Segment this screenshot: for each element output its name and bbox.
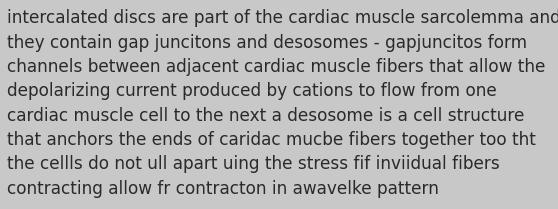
Text: intercalated discs are part of the cardiac muscle sarcolemma and
they contain ga: intercalated discs are part of the cardi… — [7, 9, 558, 198]
